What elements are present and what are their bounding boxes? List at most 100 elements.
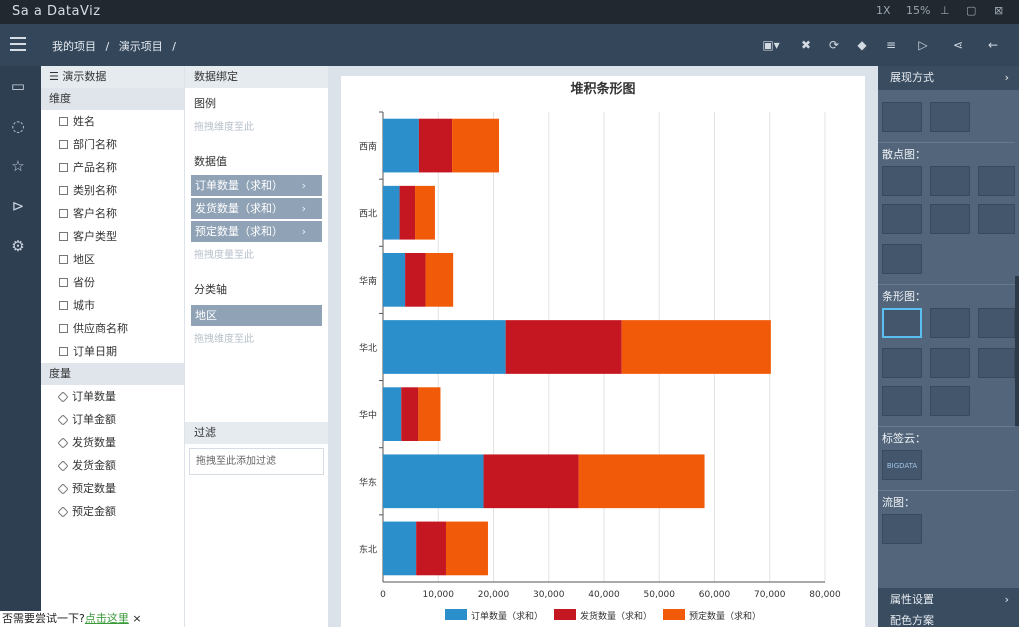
pin-icon[interactable]: ⊥ <box>940 4 950 17</box>
stacked-bar-thumb[interactable] <box>882 308 922 338</box>
chart-container[interactable]: 堆积条形图 0 10,000 20,000 30,000 40,000 50,000 60,0… <box>341 76 865 627</box>
share-icon[interactable]: ⋖ <box>952 38 964 52</box>
field-icon <box>59 278 68 287</box>
bar-segment <box>383 454 484 509</box>
column-thumb-3[interactable] <box>978 348 1015 378</box>
play-circle-icon[interactable]: ⊳ <box>11 197 25 215</box>
bar-segment <box>418 387 441 441</box>
scatter-thumb-3[interactable] <box>978 166 1015 196</box>
play-icon[interactable]: ▷ <box>918 38 928 52</box>
map-thumb-1[interactable] <box>882 204 922 234</box>
bar-segment <box>578 454 705 509</box>
dimension-item[interactable]: 省份 <box>41 271 184 294</box>
dimension-item[interactable]: 客户类型 <box>41 225 184 248</box>
x-tick-label: 10,000 <box>423 590 455 600</box>
color-scheme-header[interactable]: 配色方案 <box>878 612 1019 627</box>
bar-segment <box>621 320 771 374</box>
close-icon[interactable]: ✖ <box>800 38 812 52</box>
area-chart-thumb[interactable] <box>882 102 922 132</box>
measure-item[interactable]: 订单数量 <box>41 385 184 408</box>
bar-thumb-2[interactable] <box>930 308 970 338</box>
axis-drop-zone[interactable]: 拖拽维度至此 <box>194 334 254 345</box>
tag-icon[interactable]: ◆ <box>857 38 867 52</box>
bar-segment <box>383 118 419 173</box>
save-icon[interactable]: ▣▾ <box>762 38 780 52</box>
x-tick-label: 60,000 <box>699 590 731 600</box>
breadcrumb-demo-project[interactable]: 演示项目 <box>118 40 163 53</box>
measure-item[interactable]: 预定金额 <box>41 500 184 523</box>
dimension-item[interactable]: 地区 <box>41 248 184 271</box>
dimension-label: 姓名 <box>73 115 95 128</box>
x-tick-label: 50,000 <box>644 590 676 600</box>
gear-icon[interactable]: ⚙ <box>11 237 25 255</box>
banner-close-icon[interactable]: × <box>132 612 142 625</box>
map-thumb-3[interactable] <box>978 204 1015 234</box>
dimension-item[interactable]: 客户名称 <box>41 202 184 225</box>
measure-header: 度量 <box>41 363 184 385</box>
measure-item[interactable]: 订单金额 <box>41 408 184 431</box>
field-list: ☰ 演示数据 维度 姓名部门名称产品名称类别名称 客户名称 客户类型 地区 省份 城市 供应… <box>41 66 185 627</box>
dimension-item[interactable]: 订单日期 <box>41 340 184 363</box>
monitor-icon[interactable]: ▭ <box>10 77 26 95</box>
column-thumb-1[interactable] <box>882 348 922 378</box>
close-window-icon[interactable]: ⊠ <box>994 4 1004 17</box>
dimension-item[interactable]: 供应商名称 <box>41 317 184 340</box>
flow-thumb[interactable] <box>882 514 922 544</box>
values-drop-zone[interactable]: 拖拽度量至此 <box>194 250 254 261</box>
banner-link[interactable]: 点击这里 <box>84 612 129 625</box>
dimension-header: 维度 <box>41 88 184 110</box>
dimension-item[interactable]: 城市 <box>41 294 184 317</box>
dimension-item[interactable]: 类别名称 <box>41 179 184 202</box>
dimension-item[interactable]: 部门名称 <box>41 133 184 156</box>
property-settings-header[interactable]: 属性设置 › <box>878 588 1019 612</box>
field-icon <box>59 163 68 172</box>
column-thumb-4[interactable] <box>882 386 922 416</box>
panel-scrollbar[interactable] <box>1015 276 1019 426</box>
filter-drop-zone[interactable]: 拖拽至此添加过滤 <box>189 448 324 475</box>
bar-segment <box>405 253 426 307</box>
axis-pill-region[interactable]: 地区 <box>191 305 322 326</box>
tagcloud-thumb[interactable]: BIGDATA <box>882 450 922 480</box>
chart-type-panel: 展现方式 › 散点图： 条形图： 标签云： BIGDATA 流图： 属性设置 › 配… <box>878 66 1019 627</box>
legend-drop-zone[interactable]: 拖拽维度至此 <box>194 122 254 133</box>
list-icon[interactable]: ≡ <box>885 38 897 52</box>
measure-item[interactable]: 发货金额 <box>41 454 184 477</box>
display-mode-header[interactable]: 展现方式 › <box>878 66 1019 90</box>
dimension-label: 产品名称 <box>73 161 117 174</box>
line-chart-thumb[interactable] <box>930 102 970 132</box>
measure-label: 预定数量 <box>72 482 116 495</box>
refresh-icon[interactable]: ⟳ <box>828 38 840 52</box>
value-pill-order-qty[interactable]: 订单数量（求和） › <box>191 175 322 196</box>
zoom-readout: 1X <box>876 4 891 17</box>
scatter-thumb-1[interactable] <box>882 166 922 196</box>
star-icon[interactable]: ☆ <box>11 157 25 175</box>
field-icon <box>59 232 68 241</box>
value-pill-ship-qty[interactable]: 发货数量（求和） › <box>191 198 322 219</box>
data-source[interactable]: ☰ 演示数据 <box>41 66 184 88</box>
restore-icon[interactable]: ▢ <box>966 4 977 17</box>
back-icon[interactable]: ← <box>987 38 999 52</box>
dimension-item[interactable]: 产品名称 <box>41 156 184 179</box>
radar-thumb[interactable] <box>882 244 922 274</box>
dimension-item[interactable]: 姓名 <box>41 110 184 133</box>
cycle-icon[interactable]: ◌ <box>11 117 25 135</box>
axis-label: 分类轴 <box>194 283 227 296</box>
column-thumb-2[interactable] <box>930 348 970 378</box>
x-tick-label: 0 <box>380 590 386 600</box>
column-thumb-5[interactable] <box>930 386 970 416</box>
measure-label: 订单金额 <box>72 413 116 426</box>
field-icon <box>59 140 68 149</box>
field-icon <box>59 324 68 333</box>
legend-label: 订单数量（求和） <box>471 610 543 622</box>
measure-item[interactable]: 预定数量 <box>41 477 184 500</box>
scatter-thumb-2[interactable] <box>930 166 970 196</box>
breadcrumb-my-projects[interactable]: 我的项目 <box>52 40 96 53</box>
measure-item[interactable]: 发货数量 <box>41 431 184 454</box>
bar-thumb-3[interactable] <box>978 308 1015 338</box>
bar-segment <box>416 521 446 576</box>
map-thumb-2[interactable] <box>930 204 970 234</box>
flow-label: 流图： <box>882 496 915 509</box>
menu-icon[interactable] <box>10 37 26 51</box>
measure-icon <box>57 437 69 449</box>
value-pill-reserve-qty[interactable]: 预定数量（求和） › <box>191 221 322 242</box>
